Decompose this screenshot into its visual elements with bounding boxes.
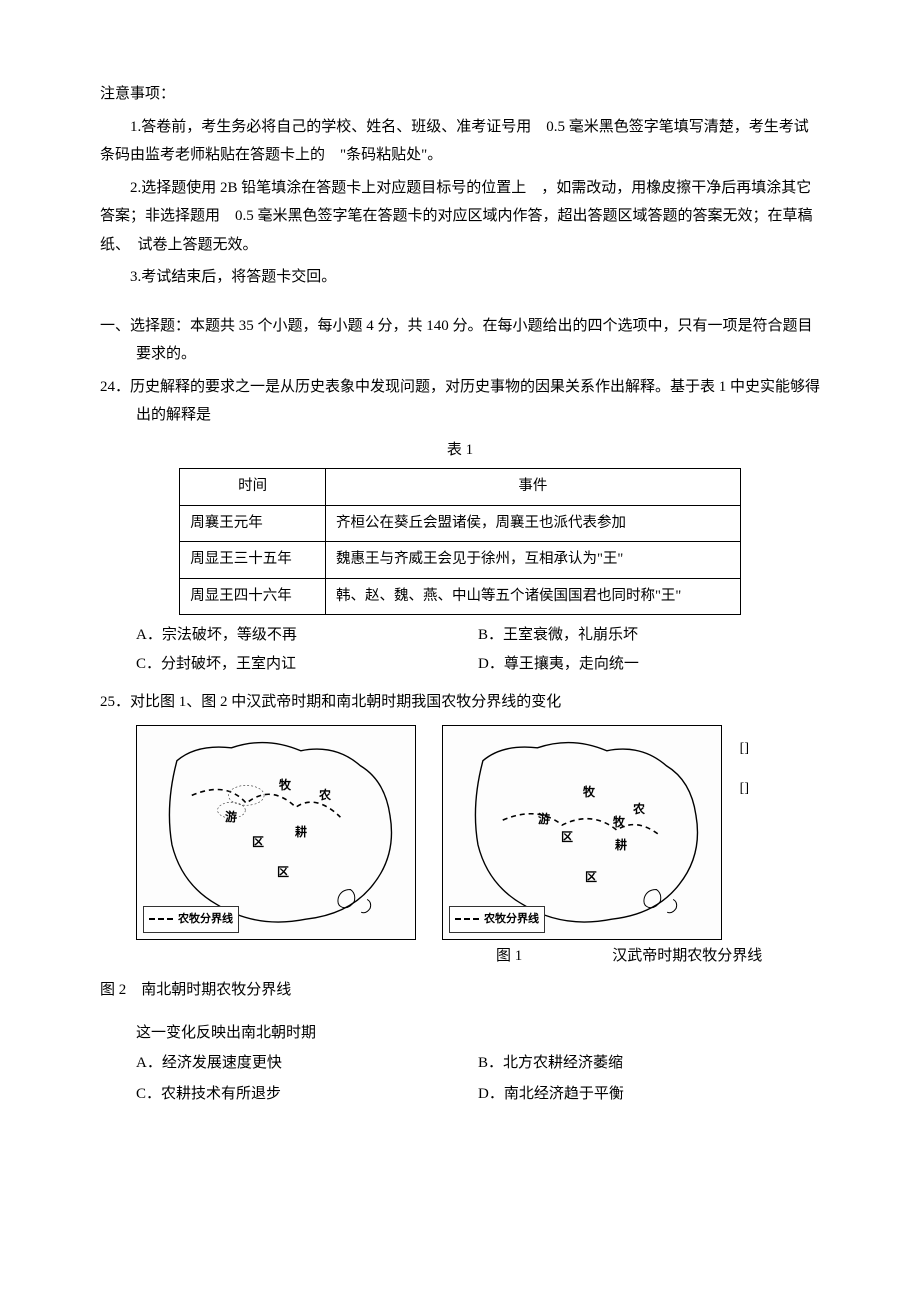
section-title: 一、选择题：本题共 35 个小题，每小题 4 分，共 140 分。在每小题给出的… [100, 312, 820, 369]
map-legend: 农牧分界线 [143, 906, 239, 933]
legend-label: 农牧分界线 [178, 909, 233, 930]
q25-option-b: B．北方农耕经济萎缩 [478, 1049, 820, 1078]
q24-th-time: 时间 [180, 469, 326, 506]
figure1-caption: 图 1 汉武帝时期农牧分界线 [496, 942, 762, 971]
q24-table: 时间 事件 周襄王元年 齐桓公在葵丘会盟诸侯，周襄王也派代表参加 周显王三十五年… [179, 468, 741, 615]
q25-maps: 牧 游 农 耕 区 区 农牧分界线 牧 游 农 耕 区 牧 区 农牧分界线 []… [100, 725, 820, 940]
legend-label: 农牧分界线 [484, 909, 539, 930]
q25-substem: 这一变化反映出南北朝时期 [100, 1019, 820, 1048]
q25-stem: 25．对比图 1、图 2 中汉武帝时期和南北朝时期我国农牧分界线的变化 [100, 688, 820, 717]
q25-option-a: A．经济发展速度更快 [136, 1049, 478, 1078]
q24-stem: 24．历史解释的要求之一是从历史表象中发现问题，对历史事物的因果关系作出解释。基… [100, 373, 820, 430]
table-row: 周显王四十六年 韩、赵、魏、燕、中山等五个诸侯国国君也同时称"王" [180, 578, 741, 615]
instruction-item: 1.答卷前，考生务必将自己的学校、姓名、班级、准考证号用 0.5 毫米黑色签字笔… [100, 113, 820, 170]
q25-options: A．经济发展速度更快 B．北方农耕经济萎缩 C．农耕技术有所退步 D．南北经济趋… [100, 1049, 820, 1108]
figure-caption-row: 图 1 汉武帝时期农牧分界线 [100, 942, 820, 971]
dashed-line-icon [149, 918, 173, 920]
exam-instructions: 注意事项： 1.答卷前，考生务必将自己的学校、姓名、班级、准考证号用 0.5 毫… [100, 80, 820, 292]
q25-option-c: C．农耕技术有所退步 [136, 1080, 478, 1109]
map-legend: 农牧分界线 [449, 906, 545, 933]
q24-th-event: 事件 [325, 469, 740, 506]
table-row: 周襄王元年 齐桓公在葵丘会盟诸侯，周襄王也派代表参加 [180, 505, 741, 542]
q24-option-a: A．宗法破坏，等级不再 [136, 621, 478, 650]
instruction-item: 3.考试结束后，将答题卡交回。 [100, 263, 820, 292]
q24-option-d: D．尊王攘夷，走向统一 [478, 650, 820, 679]
q24-options: A．宗法破坏，等级不再 B．王室衰微，礼崩乐坏 C．分封破坏，王室内讧 D．尊王… [100, 621, 820, 678]
map-figure-1: 牧 游 农 耕 区 区 农牧分界线 [136, 725, 416, 940]
q24-table-caption: 表 1 [100, 436, 820, 465]
q24-option-c: C．分封破坏，王室内讧 [136, 650, 478, 679]
map-figure-2: 牧 游 农 耕 区 牧 区 农牧分界线 [] [] [442, 725, 722, 940]
instruction-item: 2.选择题使用 2B 铅笔填涂在答题卡上对应题目标号的位置上 ，如需改动，用橡皮… [100, 174, 820, 260]
q25-option-d: D．南北经济趋于平衡 [478, 1080, 820, 1109]
table-row: 周显王三十五年 魏惠王与齐威王会见于徐州，互相承认为"王" [180, 542, 741, 579]
side-brackets: [] [] [740, 736, 749, 803]
figure2-caption: 图 2 南北朝时期农牧分界线 [100, 976, 820, 1005]
q24-option-b: B．王室衰微，礼崩乐坏 [478, 621, 820, 650]
dashed-line-icon [455, 918, 479, 920]
instructions-header: 注意事项： [100, 80, 820, 109]
